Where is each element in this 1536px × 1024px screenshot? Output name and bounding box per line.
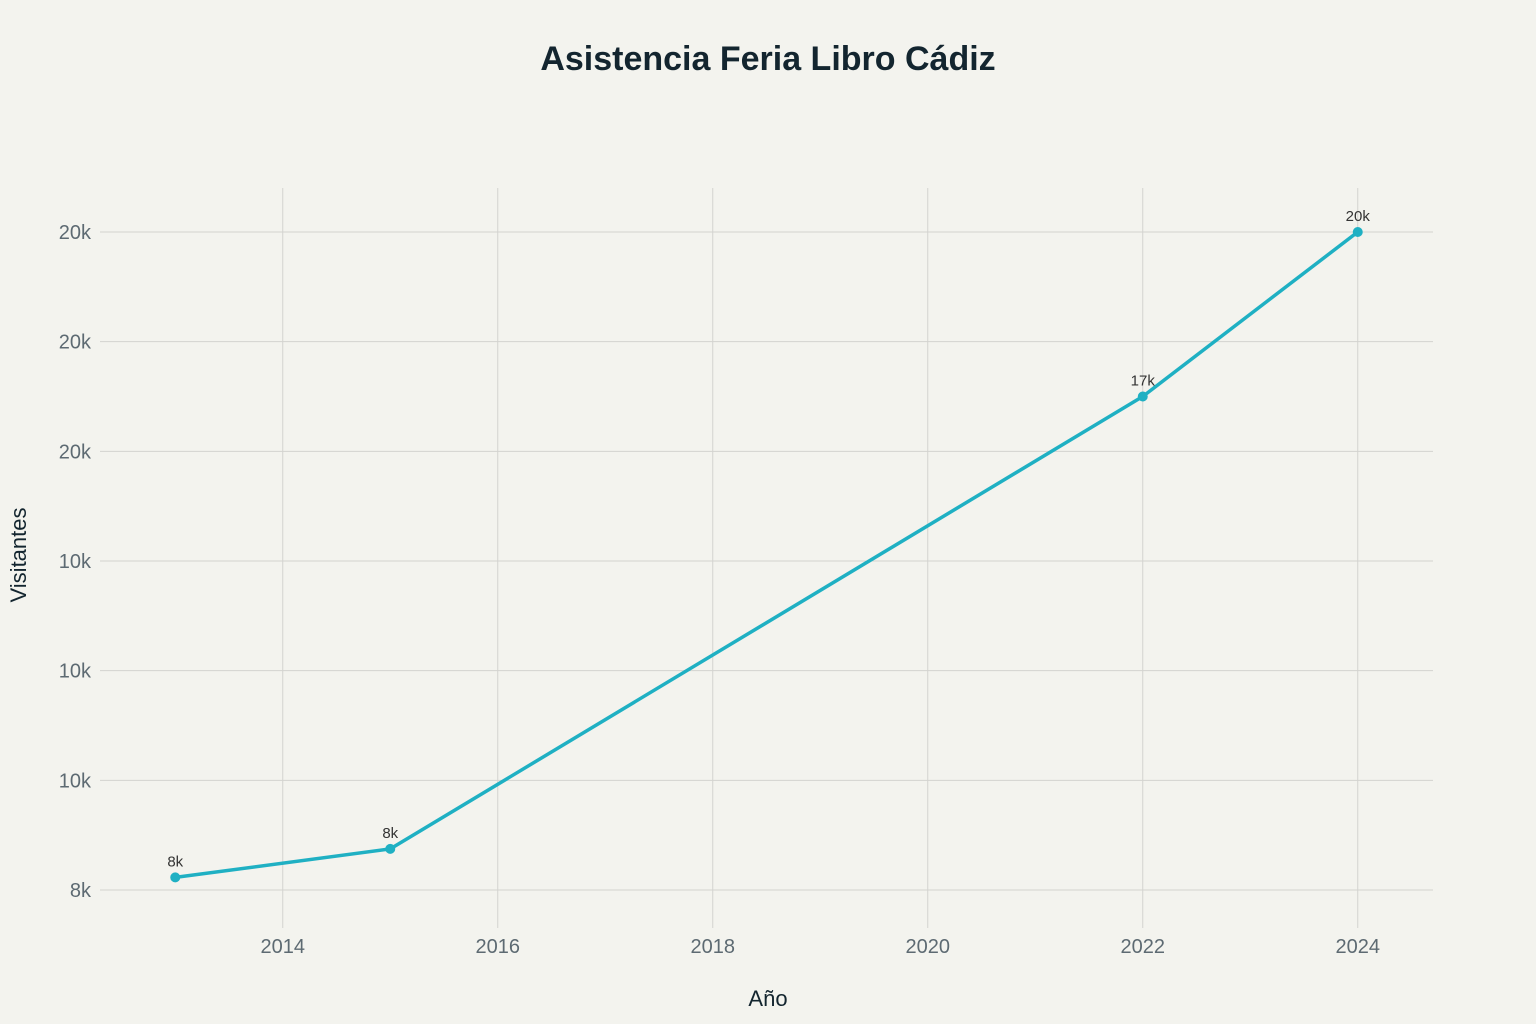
y-tick-label: 20k xyxy=(59,332,92,354)
data-point xyxy=(1137,391,1148,402)
y-tick-label: 8k xyxy=(70,880,92,902)
data-labels: 8k 8k 17k 20k xyxy=(167,208,1370,870)
x-tick-label: 2018 xyxy=(691,936,736,958)
y-axis-title: Visitantes xyxy=(6,508,31,603)
y-tick-label: 20k xyxy=(59,441,92,463)
x-tick-label: 2014 xyxy=(261,936,306,958)
y-tick-labels: 8k 10k 10k 10k 20k 20k 20k xyxy=(59,222,92,902)
y-tick-label: 10k xyxy=(59,551,92,573)
y-gridlines xyxy=(100,231,1433,891)
y-tick-label: 20k xyxy=(59,222,92,244)
y-tick-label: 10k xyxy=(59,661,92,683)
data-point xyxy=(1352,227,1363,237)
series-line xyxy=(173,230,1360,880)
data-point xyxy=(385,843,396,854)
x-tick-label: 2020 xyxy=(906,936,951,958)
x-tick-labels: 2014 2016 2018 2020 2022 2024 xyxy=(261,936,1381,958)
data-label: 20k xyxy=(1346,208,1371,225)
data-label: 17k xyxy=(1131,373,1156,390)
x-gridlines xyxy=(282,188,1359,928)
x-tick-label: 2024 xyxy=(1336,936,1381,958)
chart-title: Asistencia Feria Libro Cádiz xyxy=(540,40,996,78)
y-tick-label: 10k xyxy=(59,770,92,792)
series-layer xyxy=(170,227,1363,883)
data-point xyxy=(170,872,181,883)
data-label: 8k xyxy=(382,825,398,842)
x-axis-title: Año xyxy=(748,986,787,1011)
x-tick-label: 2022 xyxy=(1121,936,1166,958)
data-label: 8k xyxy=(167,853,183,870)
x-tick-label: 2016 xyxy=(476,936,521,958)
